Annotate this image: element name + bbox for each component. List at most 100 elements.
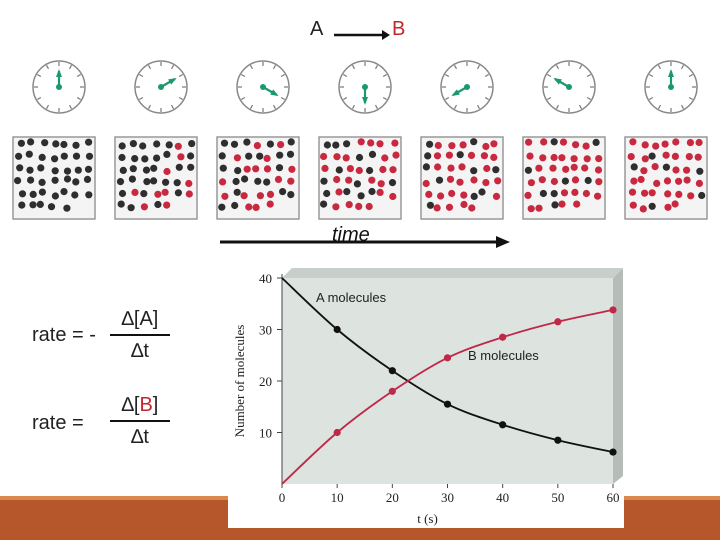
x-tick-label: 30 xyxy=(441,490,454,505)
delta-open-a: ∆[ xyxy=(121,308,140,330)
molecule-b xyxy=(376,188,384,196)
molecule-a xyxy=(357,192,365,200)
molecule-b xyxy=(562,165,570,173)
time-axis: time xyxy=(220,224,510,254)
molecule-a xyxy=(492,166,500,174)
molecule-a xyxy=(153,140,161,148)
clock-tick xyxy=(37,96,42,101)
molecule-b xyxy=(482,179,490,187)
molecule-b xyxy=(482,142,490,151)
molecule-a xyxy=(51,155,59,163)
molecule-a xyxy=(29,201,37,209)
molecule-b xyxy=(629,138,637,146)
clock-tick xyxy=(445,73,450,78)
molecule-a xyxy=(241,175,249,183)
molecule-a xyxy=(83,175,92,183)
molecule-b xyxy=(641,141,649,149)
molecule-b xyxy=(535,164,543,172)
clock-tick xyxy=(351,65,356,70)
molecule-b xyxy=(672,138,680,146)
molecule-a xyxy=(648,152,656,160)
data-point xyxy=(499,333,507,341)
molecule-a xyxy=(51,192,60,200)
molecule-a xyxy=(630,163,638,171)
molecule-b xyxy=(550,153,558,162)
molecule-b xyxy=(526,152,534,160)
clock-tick xyxy=(343,96,348,101)
molecule-a xyxy=(162,178,170,186)
molecule-a xyxy=(71,191,79,199)
plot-area xyxy=(282,278,613,484)
molecule-b xyxy=(628,188,637,196)
molecule-a xyxy=(117,200,125,208)
clock-center xyxy=(566,84,572,90)
molecule-a xyxy=(27,176,35,184)
data-point xyxy=(609,306,617,314)
denominator-b: ∆t xyxy=(131,426,149,448)
molecule-b xyxy=(459,141,467,149)
molecule-b xyxy=(675,177,683,185)
molecule-b xyxy=(345,176,353,184)
molecule-b xyxy=(233,154,241,162)
reaction-arrow-icon xyxy=(334,30,390,40)
fraction-bar-a xyxy=(110,334,170,336)
molecule-b xyxy=(694,153,702,161)
molecule-a xyxy=(218,152,226,160)
molecule-box xyxy=(318,136,402,220)
molecule-b xyxy=(131,188,139,196)
molecule-b xyxy=(163,201,171,209)
molecule-b xyxy=(480,152,488,160)
fraction-b: ∆[B] ∆t xyxy=(110,394,170,449)
molecule-b xyxy=(571,176,580,184)
data-point xyxy=(388,387,396,395)
molecule-b xyxy=(458,163,466,171)
molecule-a xyxy=(256,152,264,160)
data-point xyxy=(443,354,452,362)
molecule-b xyxy=(243,165,251,173)
molecule-b xyxy=(467,151,476,159)
molecule-a xyxy=(550,138,558,146)
rate-equation-b: rate = ∆[B] ∆t xyxy=(0,392,220,452)
molecule-a xyxy=(74,166,82,174)
molecule-a xyxy=(16,164,24,172)
molecule-b xyxy=(672,166,680,174)
clock-tick xyxy=(280,73,285,78)
molecule-a xyxy=(366,166,374,175)
data-point xyxy=(333,325,341,334)
molecule-b xyxy=(639,205,647,213)
molecule-a xyxy=(426,140,434,148)
molecule-b xyxy=(274,175,283,183)
molecule-a xyxy=(129,165,137,173)
clock-tick xyxy=(688,73,693,78)
molecule-a xyxy=(38,153,46,161)
molecule-a xyxy=(26,166,34,174)
x-tick-label: 50 xyxy=(551,490,564,505)
molecule-a xyxy=(234,167,242,175)
stopwatch-icon xyxy=(236,60,290,114)
clock-hand-tip xyxy=(270,89,279,96)
molecule-a xyxy=(286,150,295,158)
clock-tick xyxy=(139,96,144,101)
molecule-b xyxy=(345,201,353,209)
numerator-var-a: A xyxy=(139,308,153,330)
y-axis-label: Number of molecules xyxy=(232,325,247,438)
molecule-a xyxy=(243,138,251,146)
molecule-a xyxy=(119,166,127,174)
molecule-b xyxy=(266,190,275,198)
molecule-a xyxy=(41,139,49,147)
molecule-b xyxy=(221,192,229,200)
molecule-a xyxy=(85,138,93,146)
molecule-b xyxy=(671,200,679,208)
molecule-a xyxy=(353,180,361,188)
molecule-a xyxy=(60,188,68,196)
numerator-var-b: B xyxy=(139,394,153,416)
molecule-a xyxy=(51,167,59,175)
molecule-b xyxy=(288,165,296,173)
clock-hand-tip xyxy=(553,78,562,85)
molecule-a xyxy=(539,189,547,198)
molecule-a xyxy=(72,152,81,160)
molecule-a xyxy=(470,192,478,200)
molecule-b xyxy=(391,139,399,147)
clock-tick xyxy=(657,65,662,70)
molecule-a xyxy=(72,178,80,186)
